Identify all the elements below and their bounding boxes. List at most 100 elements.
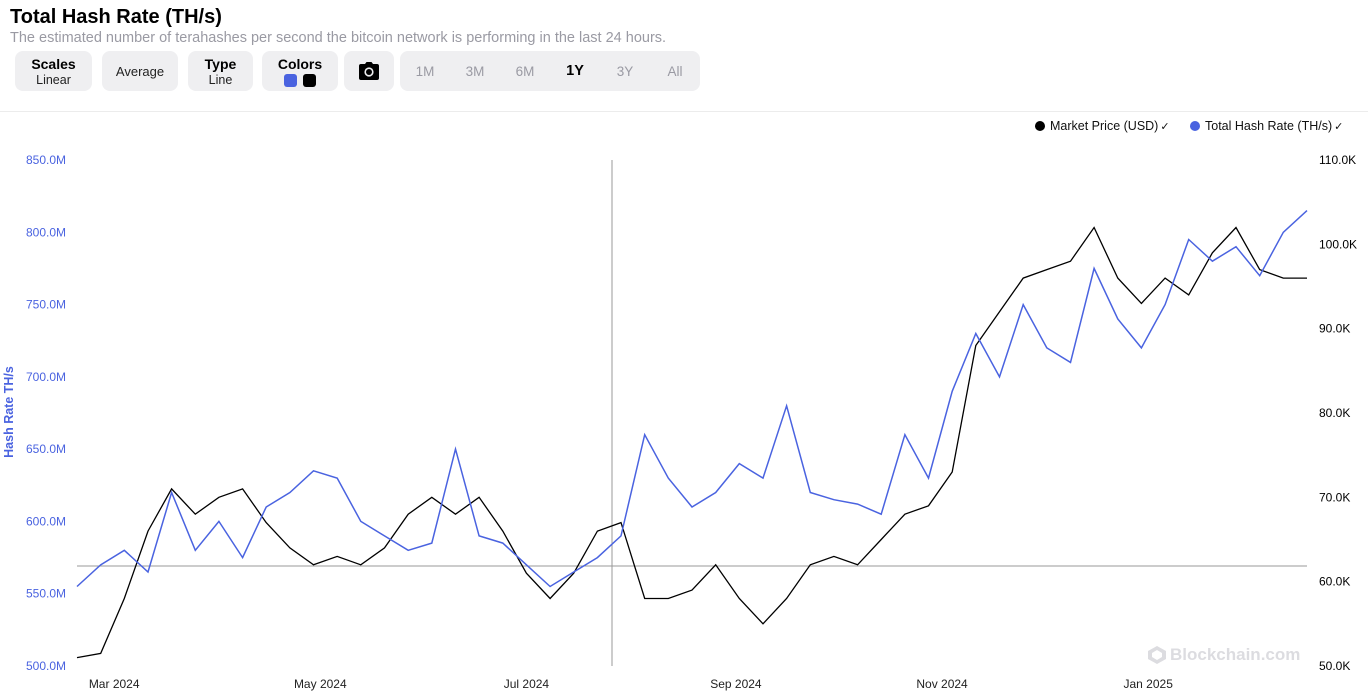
- page-title: Total Hash Rate (TH/s): [10, 6, 222, 28]
- market-price-dot: [1035, 121, 1045, 131]
- hash-rate-point: [975, 332, 977, 334]
- market-price-point: [951, 471, 953, 473]
- y-left-tick-label: 850.0M: [26, 153, 66, 167]
- market-price-point: [312, 564, 314, 566]
- camera-icon: [359, 62, 379, 80]
- hash-rate-point: [289, 491, 291, 493]
- hash-rate-point: [478, 535, 480, 537]
- y-left-tick-label: 700.0M: [26, 370, 66, 384]
- hash-rate-point: [241, 556, 243, 558]
- market-price-point: [998, 311, 1000, 313]
- market-price-point: [336, 555, 338, 557]
- hash-rate-point: [147, 571, 149, 573]
- type-value: Line: [208, 72, 233, 87]
- blockchain-logo-icon: [1148, 646, 1166, 664]
- type-title: Type: [204, 55, 237, 72]
- hash-rate-point: [218, 520, 220, 522]
- hash-rate-point: [336, 477, 338, 479]
- market-price-point: [241, 488, 243, 490]
- y-left-tick-label: 550.0M: [26, 587, 66, 601]
- y-right-tick-label: 90.0K: [1319, 322, 1350, 336]
- hash-rate-point: [549, 585, 551, 587]
- hash-rate-point: [620, 535, 622, 537]
- hash-rate-point: [76, 585, 78, 587]
- market-price-point: [1235, 226, 1237, 228]
- scales-value: Linear: [36, 72, 71, 87]
- hash-rate-point: [1306, 209, 1308, 211]
- hash-rate-point: [927, 477, 929, 479]
- hash-rate-point: [1258, 274, 1260, 276]
- market-price-point: [833, 555, 835, 557]
- page-subtitle: The estimated number of terahashes per s…: [10, 30, 667, 46]
- hash-rate-point: [360, 520, 362, 522]
- hash-rate-point: [880, 513, 882, 515]
- chevron-down-icon: ✓: [1160, 120, 1170, 133]
- y-axis-label: Hash Rate TH/s: [2, 366, 16, 458]
- range-selector: 1M 3M 6M 1Y 3Y All: [400, 51, 700, 91]
- hash-rate-point: [170, 491, 172, 493]
- x-tick-label: Mar 2024: [89, 677, 140, 691]
- screenshot-button[interactable]: [344, 51, 394, 91]
- market-price-point: [407, 513, 409, 515]
- market-price-point: [360, 564, 362, 566]
- average-button[interactable]: Average: [102, 51, 178, 91]
- hash-rate-color-swatch[interactable]: [284, 73, 297, 87]
- market-price-point: [573, 572, 575, 574]
- y-right-tick-label: 100.0K: [1319, 237, 1357, 251]
- market-price-point: [123, 597, 125, 599]
- range-3y[interactable]: 3Y: [616, 63, 634, 79]
- hash-rate-point: [809, 491, 811, 493]
- colors-button[interactable]: Colors: [262, 51, 338, 91]
- market-price-point: [1164, 277, 1166, 279]
- legend-hash-rate-label: Total Hash Rate (TH/s): [1205, 119, 1333, 133]
- hash-rate-point: [856, 503, 858, 505]
- market-price-line: [76, 226, 1307, 659]
- hash-rate-point: [194, 549, 196, 551]
- market-price-point: [1046, 268, 1048, 270]
- scales-button[interactable]: Scales Linear: [15, 51, 92, 91]
- hash-rate-point: [1093, 267, 1095, 269]
- legend-market-price[interactable]: Market Price (USD) ✓: [1035, 119, 1170, 133]
- x-tick-label: Sep 2024: [710, 677, 762, 691]
- x-tick-label: Jan 2025: [1123, 677, 1173, 691]
- market-price-point: [99, 652, 101, 654]
- legend-hash-rate[interactable]: Total Hash Rate (TH/s) ✓: [1190, 119, 1343, 133]
- range-1m[interactable]: 1M: [415, 63, 435, 79]
- y-right-tick-label: 70.0K: [1319, 490, 1350, 504]
- market-price-point: [762, 623, 764, 625]
- market-price-point: [1117, 277, 1119, 279]
- type-button[interactable]: Type Line: [188, 51, 253, 91]
- y-right-tick-label: 80.0K: [1319, 406, 1350, 420]
- hash-rate-point: [573, 571, 575, 573]
- y-left-tick-label: 800.0M: [26, 225, 66, 239]
- hash-rate-point: [1211, 260, 1213, 262]
- hash-rate-point: [1022, 303, 1024, 305]
- market-price-point: [454, 513, 456, 515]
- y-left-tick-label: 500.0M: [26, 659, 66, 673]
- market-price-point: [1211, 252, 1213, 254]
- hash-rate-point: [502, 542, 504, 544]
- hash-rate-point: [312, 470, 314, 472]
- market-price-point: [194, 513, 196, 515]
- hash-rate-point: [1282, 231, 1284, 233]
- hash-rate-dot: [1190, 121, 1200, 131]
- hash-rate-point: [833, 499, 835, 501]
- market-price-point: [147, 530, 149, 532]
- hash-rate-point: [951, 390, 953, 392]
- market-price-point: [975, 344, 977, 346]
- hash-rate-point: [643, 433, 645, 435]
- market-price-color-swatch[interactable]: [303, 73, 316, 87]
- market-price-point: [478, 496, 480, 498]
- market-price-point: [549, 597, 551, 599]
- range-1y[interactable]: 1Y: [566, 63, 584, 79]
- range-6m[interactable]: 6M: [515, 63, 535, 79]
- market-price-point: [927, 505, 929, 507]
- range-3m[interactable]: 3M: [465, 63, 485, 79]
- hash-rate-line: [76, 210, 1308, 588]
- hash-rate-point: [714, 491, 716, 493]
- hash-rate-point: [1069, 361, 1071, 363]
- watermark-text: Blockchain.com: [1170, 645, 1301, 664]
- range-all[interactable]: All: [667, 63, 683, 79]
- hash-rate-point: [738, 462, 740, 464]
